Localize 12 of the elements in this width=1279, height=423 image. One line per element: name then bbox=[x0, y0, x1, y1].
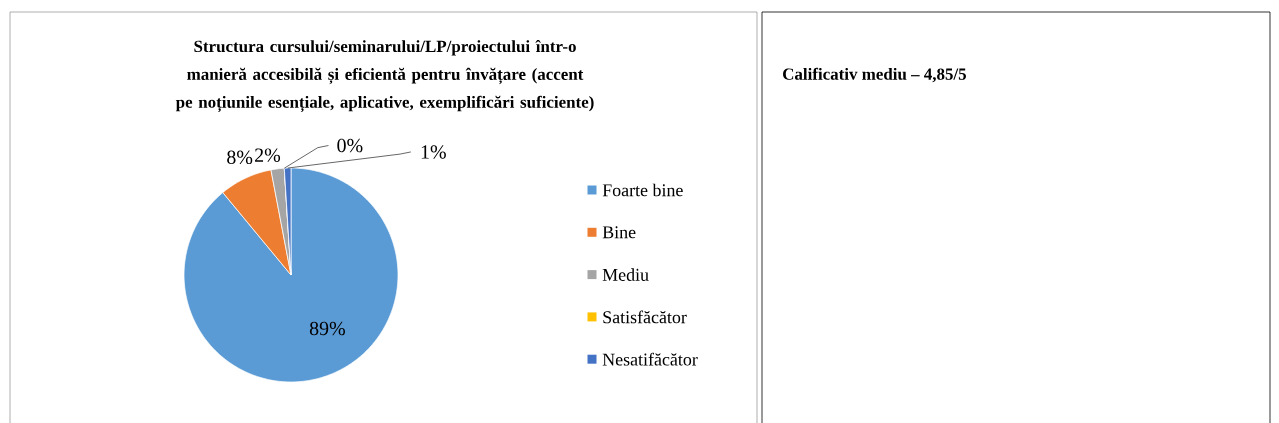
text: Calificativ mediu – 4,85/5 bbox=[783, 67, 966, 83]
data-label: 2% bbox=[255, 148, 281, 162]
chart-title: Structura cursului/seminarului/LP/proiectului într-o manieră accesibilă și eficientă pentru învățare (accent pe noțiunile esențiale, aplicative, exemplificări suficiente) bbox=[175, 39, 594, 113]
data-label: 8% bbox=[227, 150, 253, 165]
legend-label: Mediu bbox=[602, 268, 649, 281]
legend-label: Bine bbox=[602, 226, 636, 239]
text: 0% bbox=[337, 138, 363, 153]
legend-label: Foarte bine bbox=[602, 183, 683, 197]
legend-label: Nesatifăcător bbox=[602, 352, 698, 366]
data-label: 89% bbox=[309, 321, 345, 336]
legend-label: Satisfăcător bbox=[603, 310, 687, 324]
data-label: 1% bbox=[421, 145, 446, 159]
